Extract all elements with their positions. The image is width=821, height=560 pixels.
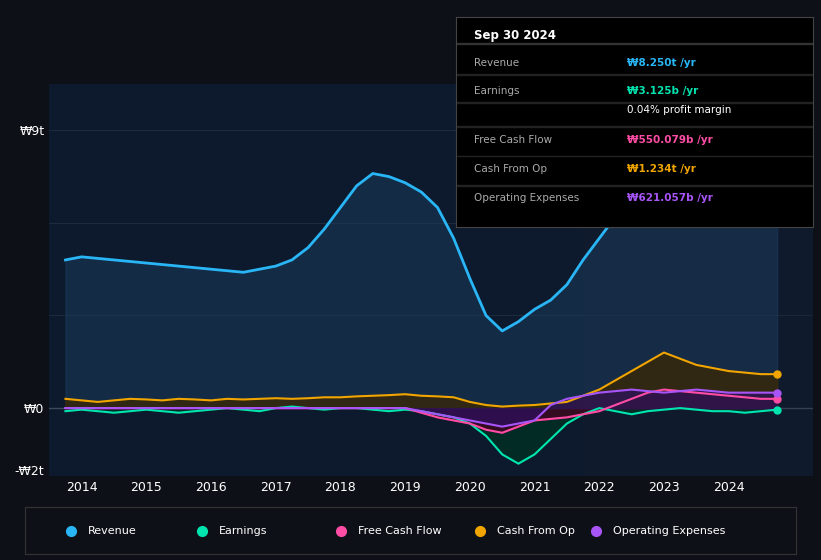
Text: Sep 30 2024: Sep 30 2024 xyxy=(474,30,556,43)
Text: ₩8.250t /yr: ₩8.250t /yr xyxy=(627,58,696,68)
Bar xyxy=(456,43,813,44)
Text: Earnings: Earnings xyxy=(474,86,519,96)
Text: Revenue: Revenue xyxy=(474,58,519,68)
Bar xyxy=(456,102,813,103)
Text: Operating Expenses: Operating Expenses xyxy=(474,193,579,203)
Text: Cash From Op: Cash From Op xyxy=(497,526,575,535)
Text: ₩3.125b /yr: ₩3.125b /yr xyxy=(627,86,699,96)
Text: 0.04% profit margin: 0.04% profit margin xyxy=(627,105,732,115)
Text: ₩621.057b /yr: ₩621.057b /yr xyxy=(627,193,713,203)
Text: Revenue: Revenue xyxy=(88,526,136,535)
Text: Cash From Op: Cash From Op xyxy=(474,164,547,174)
Text: Free Cash Flow: Free Cash Flow xyxy=(358,526,442,535)
Text: ₩550.079b /yr: ₩550.079b /yr xyxy=(627,134,713,144)
Bar xyxy=(456,185,813,186)
Text: Operating Expenses: Operating Expenses xyxy=(612,526,725,535)
Bar xyxy=(583,84,821,476)
Text: Free Cash Flow: Free Cash Flow xyxy=(474,134,552,144)
Text: ₩1.234t /yr: ₩1.234t /yr xyxy=(627,164,696,174)
Text: Earnings: Earnings xyxy=(219,526,268,535)
